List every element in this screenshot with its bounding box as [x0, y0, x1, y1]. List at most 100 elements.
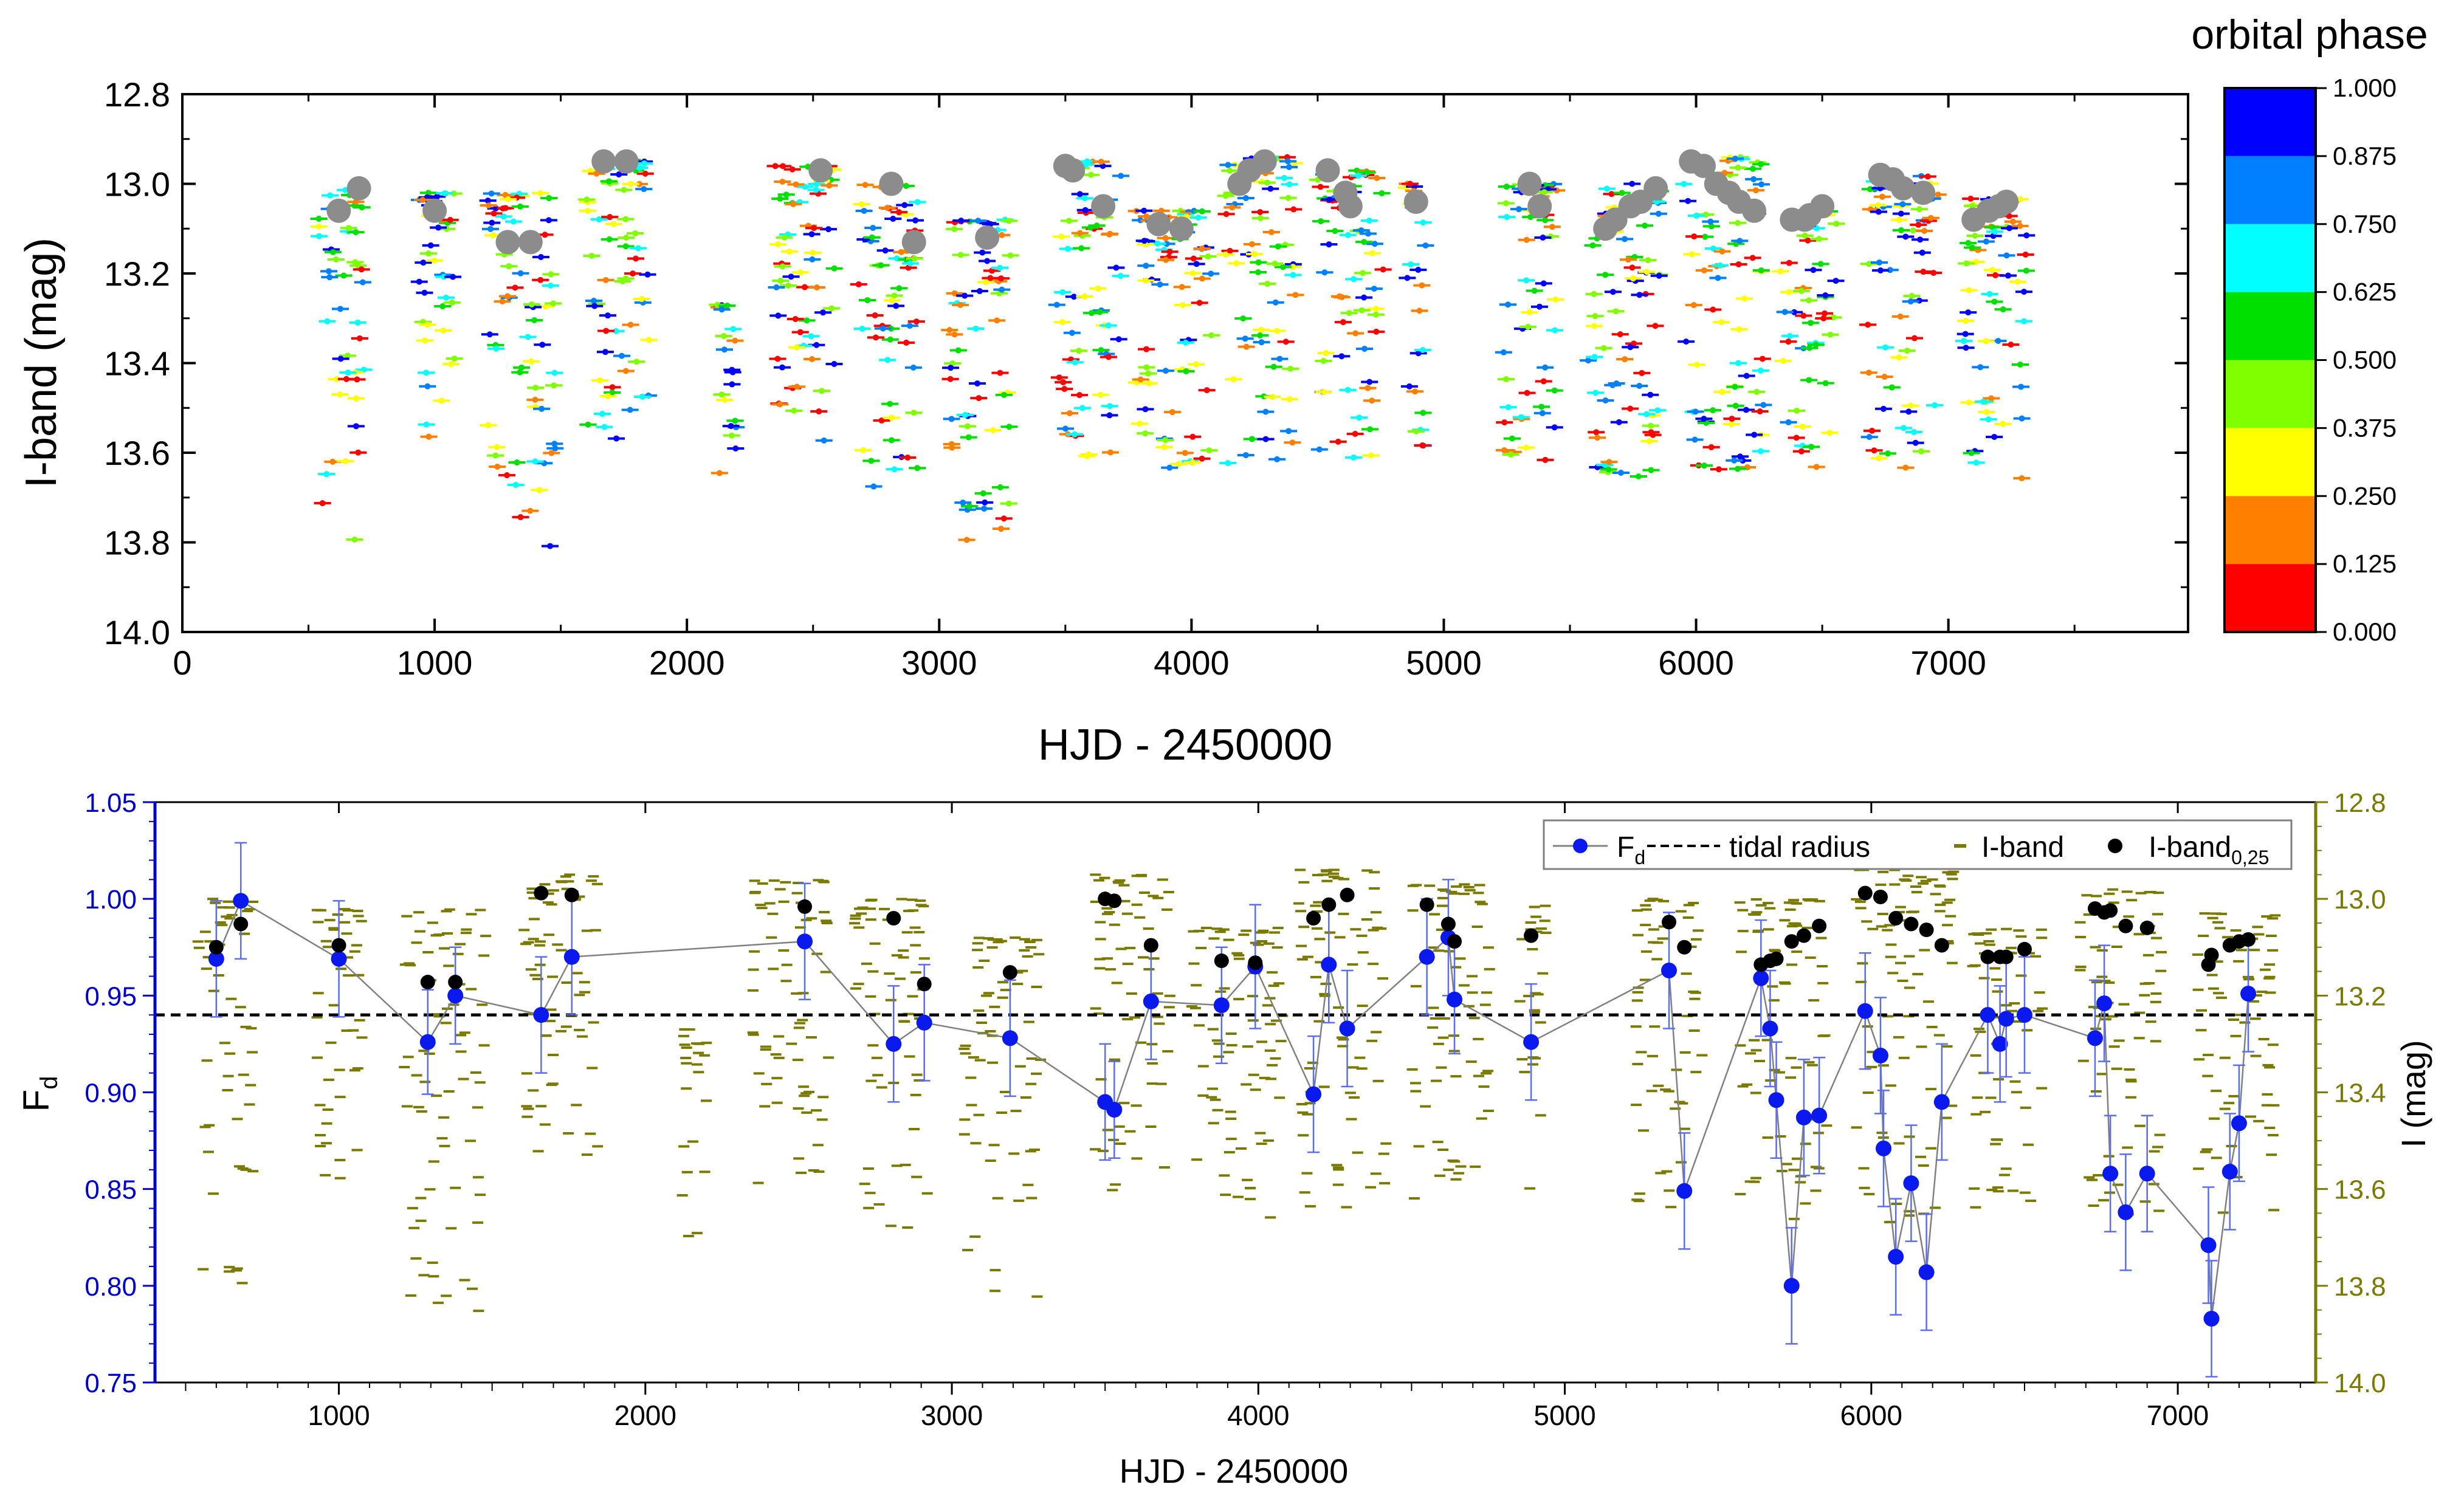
top-scatter-point-dot [484, 197, 491, 204]
top-scatter-point-dot [1866, 434, 1873, 441]
top-scatter-point-dot [1901, 425, 1907, 431]
top-scatter-point-dot [1694, 362, 1701, 368]
top-scatter-point-dot [794, 383, 800, 390]
top-scatter-point-dot [1006, 424, 1013, 430]
top-scatter-point-dot [1196, 300, 1203, 306]
top-scatter-point-dot [416, 278, 422, 285]
top-scatter-point-dot [1786, 289, 1792, 295]
top-y-tick-label: 14.0 [104, 613, 170, 651]
fd-point [1903, 1175, 1919, 1192]
top-scatter-point-dot [1069, 329, 1075, 336]
colorbar-tick-label: 0.500 [2333, 346, 2397, 374]
top-scatter-point-dot [1812, 342, 1819, 348]
top-scatter-point-dot [797, 329, 804, 335]
top-scatter-point-dot [1743, 407, 1749, 413]
top-scatter-point-dot [1719, 248, 1726, 255]
legend-iband025-main: I-band [2149, 831, 2231, 864]
top-scatter-point-dot [1072, 359, 1078, 366]
bottom-y-axis-label: Fd [16, 1076, 63, 1112]
top-y-tick-label: 13.0 [104, 165, 170, 204]
top-scatter-point-dot [343, 376, 349, 382]
top-scatter-point-dot [588, 252, 595, 259]
top-scatter-point-dot [1523, 277, 1530, 284]
top-scatter-point-dot [490, 232, 497, 239]
top-scatter-point-dot [1591, 290, 1597, 297]
top-scatter-point-dot [1318, 218, 1324, 225]
top-phase025-point [422, 198, 447, 223]
top-scatter-point-dot [486, 331, 493, 338]
top-scatter-point-dot [1162, 368, 1169, 374]
top-scatter-point-dot [2000, 306, 2006, 313]
colorbar-tick-label: 1.000 [2333, 74, 2397, 102]
top-scatter-point-dot [904, 454, 911, 461]
top-scatter-point-dot [1650, 431, 1656, 438]
top-scatter-point-dot [337, 306, 343, 312]
top-scatter-point-dot [1646, 438, 1653, 445]
top-scatter-point-dot [1504, 301, 1511, 308]
top-scatter-point-dot [910, 410, 917, 416]
top-scatter-point-dot [1609, 289, 1616, 295]
top-scatter-point-dot [2005, 272, 2011, 279]
top-scatter-point-dot [1539, 410, 1546, 416]
top-scatter-point-dot [1798, 287, 1805, 294]
top-phase025-point [1742, 198, 1767, 223]
bottom-iband025-point [1447, 934, 1462, 949]
top-scatter-point-dot [502, 205, 509, 211]
top-scatter-point-dot [1257, 215, 1264, 221]
top-scatter-point-dot [1910, 428, 1917, 435]
top-scatter-point-dot [1962, 331, 1969, 337]
top-scatter-point-dot [775, 312, 782, 319]
top-scatter-point-dot [966, 503, 972, 509]
top-phase025-point [591, 149, 616, 174]
top-scatter-point-dot [2018, 383, 2025, 390]
top-scatter-point-dot [602, 276, 609, 283]
top-scatter-point-dot [1352, 330, 1359, 337]
top-scatter-point-dot [1344, 232, 1351, 238]
top-y-tick-label: 13.6 [104, 434, 170, 472]
top-scatter-point-dot [323, 471, 330, 478]
top-scatter-point-dot [1361, 345, 1368, 352]
top-scatter-point-dot [1630, 275, 1637, 282]
top-scatter-point-dot [1060, 379, 1067, 386]
top-scatter-point-dot [1005, 218, 1012, 224]
top-scatter-point-dot [1361, 294, 1368, 301]
top-scatter-point-dot [1605, 466, 1612, 473]
top-phase025-point [808, 158, 833, 183]
top-scatter-point-dot [1208, 270, 1214, 277]
fd-point [1523, 1034, 1540, 1050]
top-scatter-point-dot [813, 187, 819, 193]
top-scatter-point-dot [512, 481, 519, 488]
top-scatter-point-dot [997, 264, 1003, 271]
top-scatter-point-dot [779, 178, 786, 185]
top-scatter-point-dot [987, 275, 994, 281]
top-scatter-point-dot [1279, 264, 1286, 270]
top-scatter-point-dot [998, 275, 1005, 282]
top-scatter-point-dot [525, 334, 531, 340]
top-scatter-point-dot [2018, 415, 2025, 422]
top-scatter-point-dot [1898, 227, 1905, 233]
top-scatter-point-dot [492, 205, 499, 211]
fd-point [1753, 970, 1769, 986]
colorbar-tick-label: 0.875 [2333, 142, 2397, 170]
top-panel: 0 1000 2000 3000 4000 5000 6000 7000 12.8 13.0 13.… [17, 75, 2189, 769]
top-scatter-point-dot [1904, 348, 1910, 354]
top-scatter-point-dot [1118, 173, 1124, 179]
top-scatter-point-dot [1346, 310, 1352, 317]
top-x-tick-label: 7000 [1910, 644, 1986, 682]
top-scatter-point-dot [732, 445, 739, 452]
top-scatter-point-dot [492, 452, 499, 459]
top-scatter-point-dot [1081, 293, 1088, 300]
fd-point [2139, 1166, 2155, 1182]
top-scatter-point-dot [1070, 294, 1077, 300]
fd-point [2240, 986, 2257, 1002]
fd-point [1339, 1020, 1355, 1037]
top-scatter-point-dot [1627, 405, 1634, 412]
top-scatter-point-dot [1715, 275, 1721, 281]
top-scatter-point-dot [618, 352, 625, 359]
top-scatter-point-dot [1332, 228, 1338, 235]
bottom-iband025-point [1998, 949, 2014, 964]
top-scatter-point-dot [438, 397, 445, 404]
top-scatter-point-dot [965, 434, 972, 441]
top-scatter-point-dot [1977, 364, 1984, 371]
top-scatter-point-dot [1592, 313, 1599, 320]
